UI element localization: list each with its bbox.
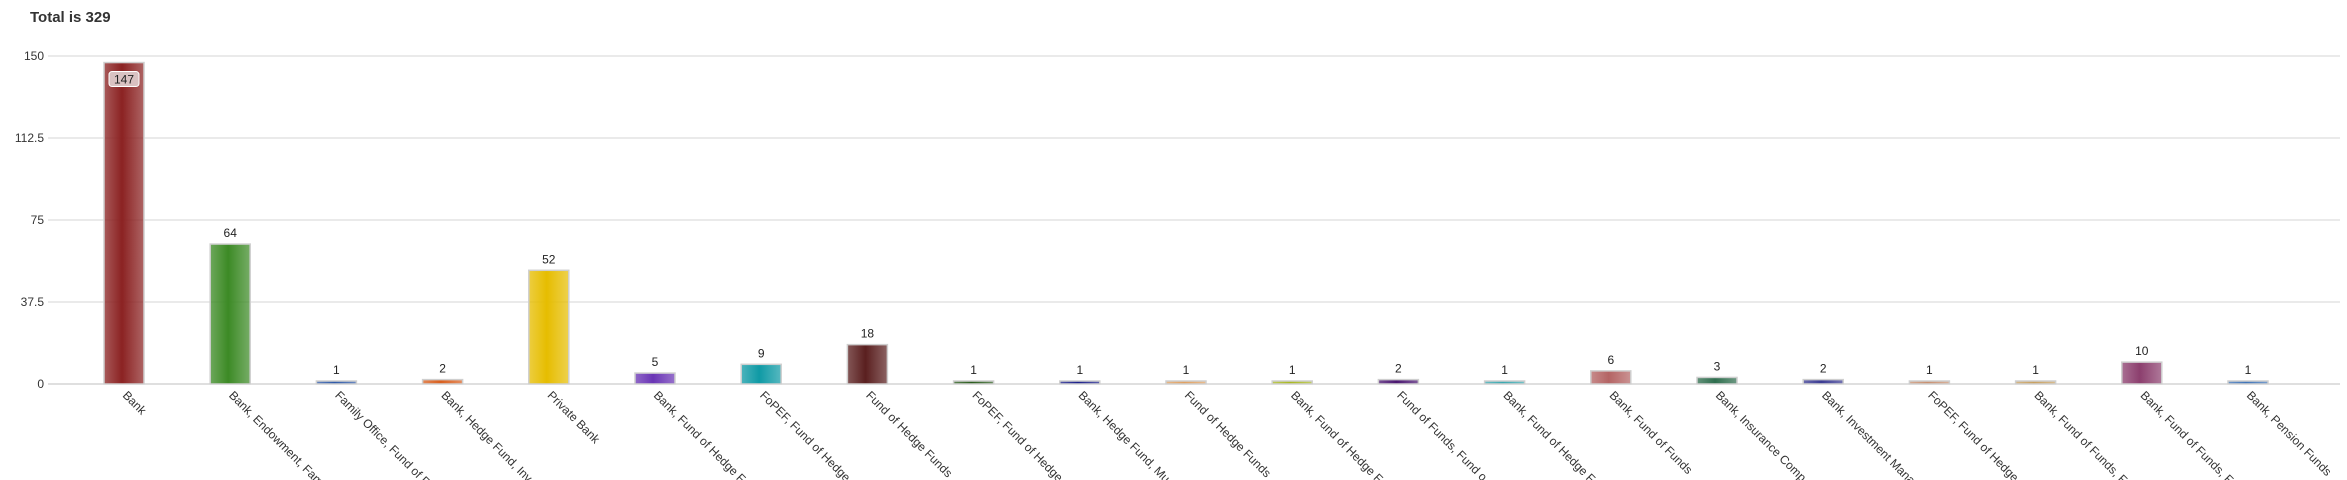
data-label: 1 [2032, 363, 2039, 377]
category-label: Fund of Hedge Funds [863, 388, 955, 480]
data-label: 6 [1607, 353, 1614, 367]
category-label: Bank, Investment Mana [1819, 388, 1918, 480]
category-label: Bank, Fund of Funds, F [2138, 388, 2237, 480]
category-label: Bank, Pension Funds [2244, 388, 2335, 479]
bar[interactable] [1271, 380, 1313, 385]
bar[interactable] [634, 372, 676, 385]
data-label: 52 [542, 252, 556, 266]
bar[interactable] [1802, 378, 1844, 385]
category-label: Private Bank [545, 388, 604, 447]
data-label: 2 [1820, 362, 1827, 376]
y-tick-label: 112.5 [15, 131, 44, 145]
category-label: Bank, Fund of Funds, F [2031, 388, 2130, 480]
category-label: Bank, Fund of Hedge F [651, 388, 749, 480]
chart-title: Total is 329 [30, 9, 111, 26]
data-label: 147 [114, 73, 134, 87]
bar[interactable] [740, 363, 782, 385]
data-label: 2 [439, 362, 446, 376]
category-label: Bank, Fund of Funds [1607, 388, 1696, 477]
data-label: 1 [1926, 363, 1933, 377]
data-label: 10 [2135, 344, 2149, 358]
data-label: 1 [2245, 363, 2252, 377]
bar[interactable] [1696, 376, 1738, 385]
bar[interactable] [209, 243, 251, 385]
data-label: 1 [333, 363, 340, 377]
category-label: Family Office, Fund of F [332, 388, 432, 480]
bar[interactable] [1590, 370, 1632, 385]
bar[interactable] [528, 269, 570, 385]
data-label: 9 [758, 346, 765, 360]
bar[interactable] [1908, 380, 1951, 385]
data-label: 1 [1076, 363, 1083, 377]
bar[interactable] [2121, 361, 2163, 385]
data-label: 64 [224, 226, 238, 240]
data-label: 18 [861, 327, 875, 341]
y-tick-label: 37.5 [21, 295, 45, 309]
data-label: 2 [1395, 362, 1402, 376]
data-label: 1 [970, 363, 977, 377]
data-label: 3 [1714, 359, 1721, 373]
bar[interactable] [1483, 380, 1526, 385]
bar[interactable] [952, 380, 995, 385]
category-label: Fund of Funds, Fund o [1394, 388, 1490, 480]
category-label: FoPEF, Fund of Hedge [969, 388, 1065, 480]
data-label: 1 [1183, 363, 1190, 377]
bar[interactable] [1165, 380, 1207, 385]
bar[interactable] [2227, 380, 2269, 385]
bar[interactable] [315, 380, 358, 385]
category-label: Bank, Hedge Fund, Mu [1076, 388, 1173, 480]
bar[interactable] [2014, 380, 2057, 385]
category-label: Bank, Endowment, Fam [226, 388, 326, 480]
bar[interactable] [1059, 380, 1101, 385]
category-label: Bank, Insurance Comp [1713, 388, 1809, 480]
data-label: 1 [1501, 363, 1508, 377]
bar[interactable] [421, 378, 464, 385]
category-label: Bank, Hedge Fund, Inv [438, 388, 535, 480]
category-label: FoPEF, Fund of Hedge [757, 388, 853, 480]
category-label: Fund of Hedge Funds [1182, 388, 1274, 480]
data-label: 5 [652, 355, 659, 369]
category-label: Bank, Fund of Hedge F [1288, 388, 1386, 480]
category-label: Bank [120, 388, 150, 418]
data-label-box [108, 71, 140, 88]
data-label: 1 [1289, 363, 1296, 377]
bar[interactable] [846, 343, 889, 385]
category-label: FoPEF, Fund of Hedge [1925, 388, 2021, 480]
y-tick-label: 150 [24, 49, 44, 63]
bar[interactable] [1377, 378, 1420, 385]
category-label: Bank, Fund of Hedge F [1500, 388, 1598, 480]
bar[interactable] [103, 61, 145, 385]
y-tick-label: 75 [31, 213, 45, 227]
y-tick-label: 0 [37, 377, 44, 391]
